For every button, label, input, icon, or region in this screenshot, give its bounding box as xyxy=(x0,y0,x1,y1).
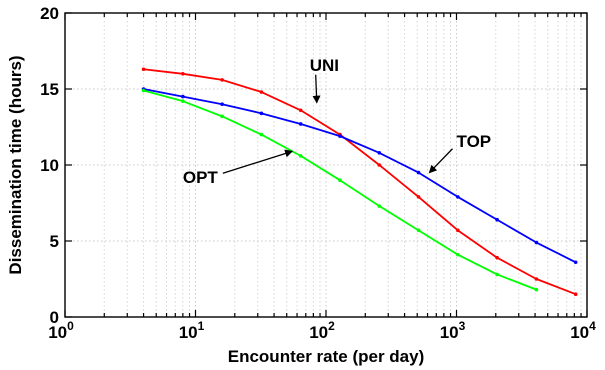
data-point-top xyxy=(377,151,382,155)
data-point-top xyxy=(181,94,185,99)
series-top xyxy=(141,87,578,265)
data-point-uni xyxy=(534,277,539,281)
annotation-arrow-uni xyxy=(312,74,321,104)
y-tick-label: 0 xyxy=(50,308,59,327)
series-layer xyxy=(141,67,578,297)
data-point-opt xyxy=(377,204,382,208)
annotation-label-top: TOP xyxy=(457,132,492,151)
annotation-label-uni: UNI xyxy=(310,56,339,75)
annotation-opt: OPT xyxy=(183,149,294,187)
data-point-opt xyxy=(220,114,224,119)
x-tick-label: 104 xyxy=(570,319,596,342)
x-tick-labels: 100 101 102 103 104 xyxy=(48,319,596,342)
annotation-arrow-opt xyxy=(222,149,294,174)
data-point-top xyxy=(416,170,421,175)
data-point-uni xyxy=(495,255,499,260)
x-tick-label: 103 xyxy=(440,319,466,342)
data-point-opt xyxy=(534,287,539,292)
data-point-uni xyxy=(573,292,578,297)
data-point-opt xyxy=(416,228,421,233)
data-point-top xyxy=(534,240,539,245)
data-point-uni xyxy=(220,78,224,82)
y-tick-label: 15 xyxy=(40,80,59,99)
x-tick-label: 101 xyxy=(179,319,205,342)
data-point-opt xyxy=(495,272,499,277)
data-point-top xyxy=(220,102,224,106)
data-point-top xyxy=(298,122,303,126)
y-tick-label: 5 xyxy=(50,232,59,251)
series-line-opt xyxy=(143,89,537,291)
data-point-uni xyxy=(456,228,460,233)
annotation-label-opt: OPT xyxy=(183,168,219,187)
data-point-uni xyxy=(181,72,185,76)
series-line-top xyxy=(143,88,577,264)
data-point-uni xyxy=(259,90,264,94)
series-line-uni xyxy=(143,68,577,296)
data-point-opt xyxy=(141,88,146,93)
data-point-uni xyxy=(416,195,421,199)
data-point-uni xyxy=(298,108,303,113)
data-point-top xyxy=(456,195,460,199)
data-point-top xyxy=(573,260,578,265)
annotation-uni: UNI xyxy=(310,56,339,104)
data-point-opt xyxy=(181,99,185,103)
data-point-uni xyxy=(141,67,146,72)
data-point-opt xyxy=(298,154,303,158)
y-tick-label: 10 xyxy=(40,156,59,175)
x-tick-label: 100 xyxy=(48,319,74,342)
series-annotations: UNI TOP OPT xyxy=(183,56,491,187)
y-tick-labels: 0 5 10 15 20 xyxy=(40,4,59,327)
data-point-opt xyxy=(456,252,460,257)
x-tick-label: 102 xyxy=(309,319,335,342)
x-axis-title: Encounter rate (per day) xyxy=(228,347,425,366)
data-point-top xyxy=(495,217,499,222)
data-point-opt xyxy=(259,132,264,137)
data-point-top xyxy=(259,111,264,116)
series-opt xyxy=(141,88,539,292)
series-uni xyxy=(141,67,578,297)
annotation-arrow-top xyxy=(428,148,453,174)
data-point-uni xyxy=(377,163,382,167)
annotation-top: TOP xyxy=(428,132,492,174)
data-point-top xyxy=(338,134,342,138)
y-axis-title: Dissemination time (hours) xyxy=(6,55,25,274)
axis-ticks xyxy=(64,12,588,318)
data-point-opt xyxy=(338,178,342,182)
y-tick-label: 20 xyxy=(40,4,59,23)
